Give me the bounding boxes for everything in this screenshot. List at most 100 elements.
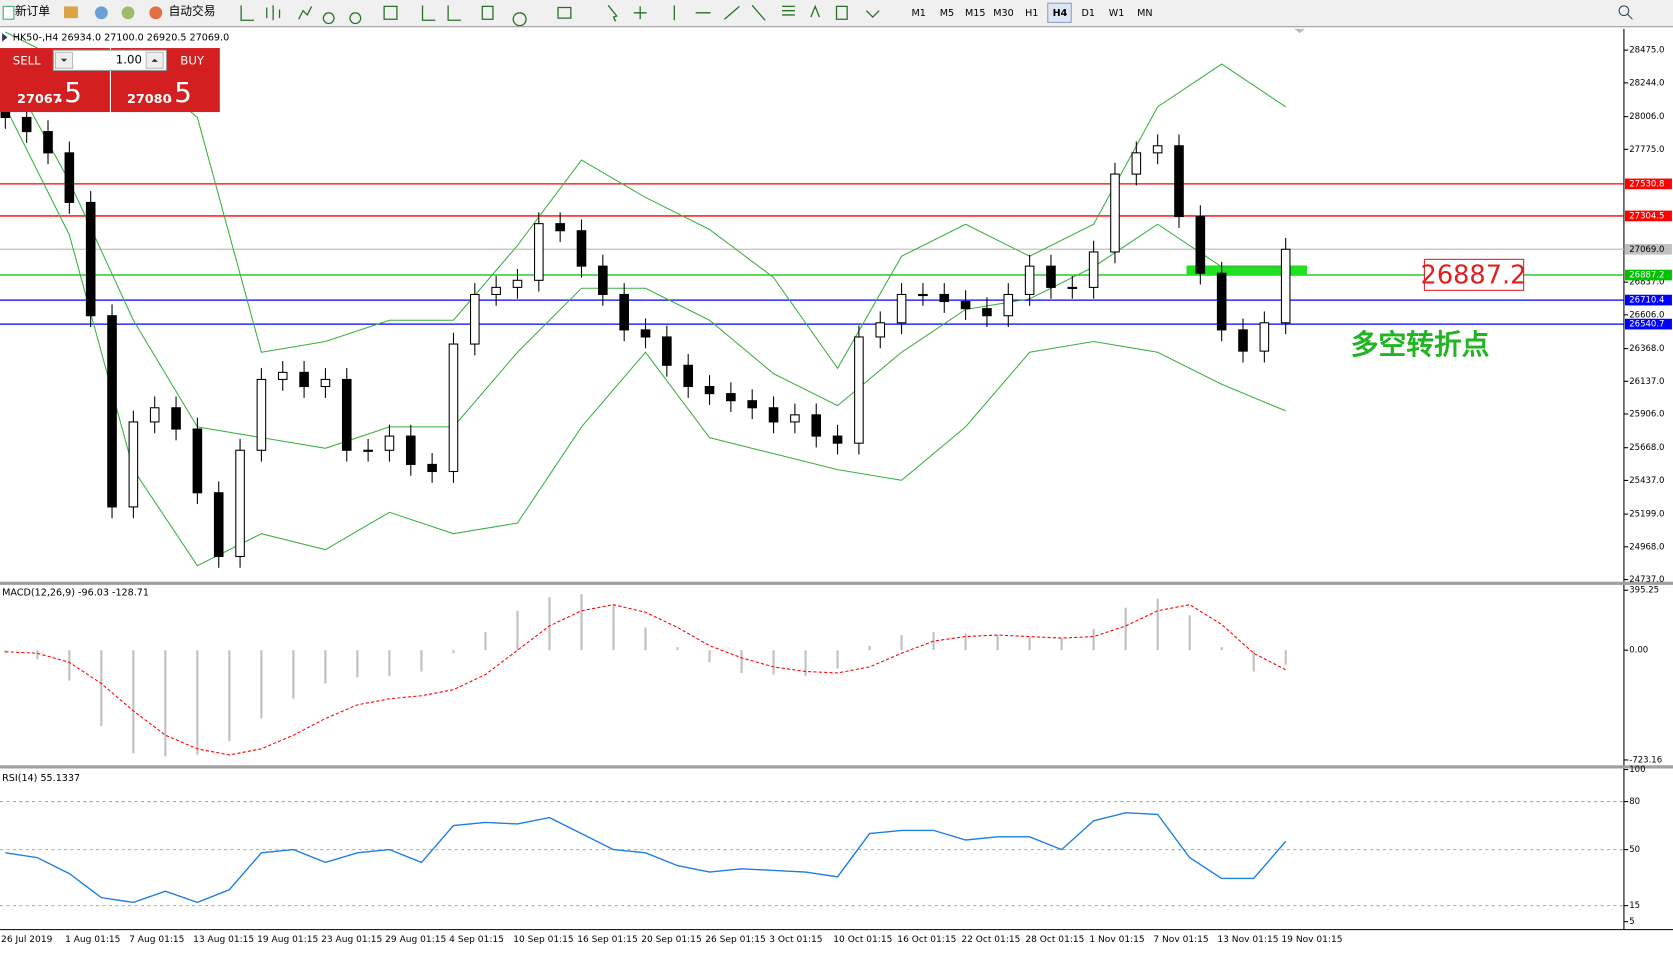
candle-body bbox=[448, 343, 459, 473]
scroll-marker bbox=[1294, 28, 1305, 34]
y-tick-label: 24968.0 bbox=[1629, 542, 1664, 552]
candle-body bbox=[576, 230, 587, 267]
toolbar-icon[interactable] bbox=[94, 6, 108, 20]
buy-label[interactable]: BUY bbox=[180, 53, 205, 67]
candle-body bbox=[790, 414, 800, 423]
toolbar-icon[interactable] bbox=[121, 6, 135, 20]
timeframe-button[interactable]: D1 bbox=[1082, 8, 1095, 19]
y-tick-label: 28006.0 bbox=[1629, 112, 1664, 122]
x-tick-label: 19 Nov 01:15 bbox=[1281, 935, 1342, 945]
x-tick-label: 29 Aug 01:15 bbox=[385, 935, 446, 945]
candle-body bbox=[726, 393, 736, 402]
auto-trade-icon[interactable] bbox=[149, 6, 163, 20]
macd-pane: 395.25 0.00 -723.16 bbox=[4, 586, 1662, 765]
active-timeframe bbox=[1047, 2, 1072, 23]
search-icon[interactable] bbox=[1618, 5, 1630, 17]
timeframe-button[interactable]: H4 bbox=[1053, 8, 1068, 19]
timeframe-button[interactable]: M1 bbox=[911, 8, 925, 19]
x-tick-label: 1 Aug 01:15 bbox=[65, 935, 120, 945]
bollinger-band bbox=[5, 31, 1286, 370]
note: 多空转折点 bbox=[1351, 328, 1490, 361]
candle-body bbox=[1259, 322, 1270, 352]
level-label: 26887.2 bbox=[1629, 271, 1664, 281]
level-label: 27069.0 bbox=[1629, 245, 1664, 255]
y-tick-label: 25906.0 bbox=[1629, 410, 1664, 420]
candle-body bbox=[1110, 173, 1120, 253]
x-tick-label: 16 Oct 01:15 bbox=[897, 935, 956, 945]
timeframe-button[interactable]: W1 bbox=[1109, 8, 1125, 19]
candle-body bbox=[896, 293, 907, 324]
volume[interactable]: 1.00 bbox=[116, 52, 142, 66]
x-tick-label: 20 Sep 01:15 bbox=[641, 935, 701, 945]
timeframe-button[interactable]: MN bbox=[1137, 8, 1152, 19]
pane-separator bbox=[0, 765, 1673, 769]
y-tick-label: 24737.0 bbox=[1629, 575, 1664, 585]
y-tick-label: 395.25 bbox=[1629, 586, 1659, 596]
candle-body bbox=[918, 293, 928, 297]
y-tick-label: 25668.0 bbox=[1629, 443, 1664, 453]
candle-body bbox=[704, 385, 715, 395]
x-tick-label: 16 Sep 01:15 bbox=[577, 935, 637, 945]
candle-body bbox=[1067, 286, 1078, 289]
volume-box[interactable] bbox=[52, 49, 167, 71]
y-tick-label: 80 bbox=[1629, 797, 1640, 807]
candle-body bbox=[341, 378, 352, 451]
y-tick-label: 26368.0 bbox=[1629, 344, 1664, 354]
candle-body bbox=[192, 428, 203, 494]
toolbar-icons bbox=[240, 4, 880, 27]
level-label: 27304.5 bbox=[1629, 211, 1664, 221]
buy-price[interactable]: 27080 bbox=[127, 92, 172, 107]
level-highlight bbox=[1186, 265, 1308, 276]
y-tick-label: 28244.0 bbox=[1629, 78, 1664, 88]
candle-body bbox=[939, 293, 950, 303]
candle-body bbox=[832, 435, 843, 444]
x-tick-label: 10 Oct 01:15 bbox=[833, 935, 892, 945]
toolbar-icon[interactable] bbox=[64, 6, 78, 19]
timeframe-button[interactable]: M5 bbox=[940, 8, 954, 19]
buy-pips[interactable]: .5 bbox=[165, 76, 191, 109]
timeframe-button[interactable]: H1 bbox=[1025, 8, 1038, 19]
arrow-icon bbox=[60, 58, 68, 62]
candle-body bbox=[21, 116, 32, 133]
x-tick-label: 26 Sep 01:15 bbox=[705, 935, 765, 945]
candle-body bbox=[363, 449, 373, 452]
y-tick-label: 5 bbox=[1629, 917, 1634, 927]
y-tick-label: 28475.0 bbox=[1629, 46, 1664, 56]
candle-body bbox=[1088, 251, 1099, 288]
sell-label[interactable]: SELL bbox=[13, 53, 41, 67]
level-label: 26540.7 bbox=[1629, 320, 1664, 330]
candle-body bbox=[491, 286, 501, 296]
level-tag bbox=[1624, 210, 1672, 222]
x-tick-label: 7 Nov 01:15 bbox=[1153, 935, 1208, 945]
search-icon bbox=[1626, 13, 1633, 20]
sell-pips[interactable]: .5 bbox=[55, 76, 81, 109]
rsi-line bbox=[5, 812, 1287, 904]
candle-body bbox=[555, 223, 565, 232]
candle-body bbox=[85, 201, 96, 317]
candle-body bbox=[982, 308, 992, 317]
candle-body bbox=[171, 407, 181, 430]
candle-body bbox=[1046, 265, 1056, 288]
candle-body bbox=[1024, 265, 1035, 296]
candle-body bbox=[320, 378, 331, 388]
y-tick-label: 26837.0 bbox=[1629, 278, 1664, 288]
level-tag bbox=[1624, 294, 1672, 306]
trade-panel: SELL BUY 1.00 27067 .5 27080 .5 bbox=[0, 48, 220, 113]
candle-body bbox=[1280, 248, 1291, 324]
y-tick-label: 25437.0 bbox=[1629, 476, 1664, 486]
arrow-icon bbox=[151, 58, 158, 62]
auto-trade-button[interactable]: 自动交易 bbox=[169, 4, 216, 18]
callout: 26887.2 bbox=[1421, 260, 1527, 290]
timeframe-button[interactable]: M30 bbox=[993, 8, 1013, 19]
x-tick-label: 1 Nov 01:15 bbox=[1089, 935, 1144, 945]
sell-price[interactable]: 27067 bbox=[17, 92, 62, 107]
signal-line bbox=[5, 604, 1286, 756]
new-order-button[interactable]: 新订单 bbox=[15, 4, 50, 18]
new-order-icon[interactable] bbox=[2, 5, 15, 20]
level-tag bbox=[1624, 318, 1672, 330]
timeframe-button[interactable]: M15 bbox=[965, 8, 985, 19]
chart-icon bbox=[2, 33, 8, 42]
y-tick-label: -723.16 bbox=[1629, 755, 1662, 765]
